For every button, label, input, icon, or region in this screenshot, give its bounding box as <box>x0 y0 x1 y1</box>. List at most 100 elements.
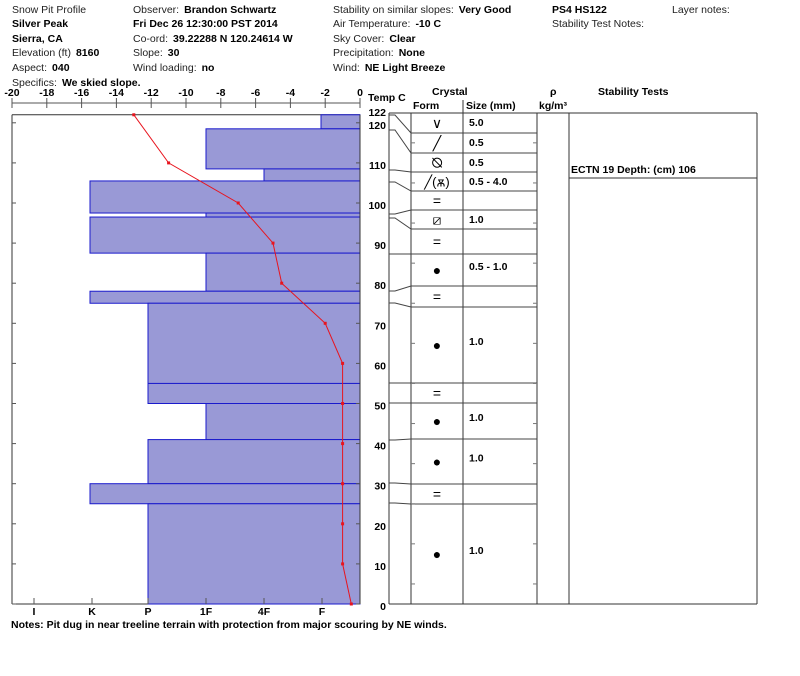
temperature-point <box>341 482 345 486</box>
temperature-point <box>167 161 171 165</box>
crystal-form-symbol: = <box>433 486 441 502</box>
precip: None <box>398 47 425 59</box>
hardness-bar-F <box>320 114 361 130</box>
crystal-form-symbol: ● <box>433 262 441 278</box>
temp-tick-label: -20 <box>4 87 19 99</box>
crystal-size: 0.5 - 4.0 <box>469 176 508 188</box>
observer-label: Observer: <box>133 4 180 16</box>
size-header: Size (mm) <box>466 100 516 112</box>
crystal-size: 0.5 - 1.0 <box>469 261 508 273</box>
crystal-form-symbol: = <box>433 193 441 209</box>
crystal-form-symbol: ∨ <box>432 115 442 131</box>
hardness-bar-P <box>147 439 361 485</box>
layer-boundary-line <box>389 302 537 308</box>
layer-notes-label: Layer notes: <box>672 4 730 16</box>
crystal-form-symbol: ● <box>433 413 441 429</box>
specifics: We skied slope. <box>61 77 141 89</box>
temp-tick-label: -14 <box>109 87 124 99</box>
crystal-size: 1.0 <box>469 214 484 226</box>
layer-boundary-line <box>389 169 537 173</box>
layer-boundary-line <box>389 181 537 192</box>
temp-tick-label: -10 <box>178 87 193 99</box>
sky-label: Sky Cover: <box>333 33 385 45</box>
pit-summary: PS4 HS122 <box>552 4 607 16</box>
stability-test-result: ECTN 19 Depth: (cm) 106 <box>571 164 696 176</box>
hardness-bar-1F <box>205 128 361 170</box>
coord-label: Co-ord: <box>133 33 169 45</box>
hardness-tick-label: F <box>319 606 326 618</box>
hardness-tick-label: 4F <box>258 606 271 618</box>
hardness-tick-label: I <box>33 606 36 618</box>
temperature-point <box>341 361 345 365</box>
hardness-bar-1F <box>205 252 361 292</box>
hardness-tick-label: K <box>88 606 96 618</box>
hardness-bar-K <box>89 216 361 254</box>
layer-boundary-line <box>389 482 537 485</box>
notes: Notes: Pit dug in near treeline terrain … <box>11 619 447 631</box>
crystal-form-symbol: = <box>433 234 441 250</box>
height-tick-label: 100 <box>368 200 386 212</box>
temperature-point <box>341 522 345 526</box>
air-temp: -10 C <box>415 18 442 30</box>
specifics-label: Specifics: <box>12 77 57 89</box>
temperature-point <box>341 402 345 405</box>
crystal-form-symbol: = <box>433 385 441 401</box>
temp-tick-label: -8 <box>216 87 225 99</box>
hardness-bar-P <box>147 302 361 384</box>
crystal-size: 0.5 <box>469 157 484 169</box>
height-tick-label: 110 <box>369 160 386 172</box>
crystal-form-symbol: ⦰ <box>431 155 442 171</box>
temperature-point <box>349 602 353 606</box>
coord: 39.22288 N 120.24614 W <box>173 33 293 45</box>
stability-label: Stability on similar slopes: <box>333 4 454 16</box>
crystal-form-symbol: ● <box>433 546 441 562</box>
height-tick-label: 80 <box>374 280 386 292</box>
temperature-point <box>132 113 136 117</box>
observer: Brandon Schwartz <box>184 4 277 16</box>
layer-boundary-line <box>389 285 537 292</box>
crystal-size: 0.5 <box>469 137 484 149</box>
temperature-point <box>271 241 275 245</box>
hardness-bar-K <box>89 180 361 214</box>
stability-tests-header: Stability Tests <box>598 86 669 98</box>
crystal-header: Crystal <box>432 86 468 98</box>
air-temp-label: Air Temperature: <box>333 18 411 30</box>
elevation: 8160 <box>75 47 100 59</box>
crystal-form-symbol: ╱ <box>432 135 443 152</box>
datetime: Fri Dec 26 12:30:00 PST 2014 <box>133 18 278 30</box>
crystal-size: 1.0 <box>469 336 484 348</box>
crystal-form-symbol: ● <box>433 454 441 470</box>
crystal-form-symbol: ● <box>433 337 441 353</box>
sky: Clear <box>389 33 416 45</box>
hardness-bar-K <box>89 290 361 304</box>
hardness-bar-P <box>147 503 361 605</box>
aspect: 040 <box>52 62 70 74</box>
temp-tick-label: -18 <box>39 87 54 99</box>
aspect-label: Aspect: <box>12 62 48 74</box>
layer-boundary-line <box>389 438 537 441</box>
region: Sierra, CA <box>12 33 63 45</box>
density-header: kg/m³ <box>539 100 568 112</box>
crystal-form-symbol: ╱(ѫ) <box>423 174 449 191</box>
temp-tick-label: -16 <box>74 87 89 99</box>
hardness-bar-1F <box>205 212 361 218</box>
crystal-size: 5.0 <box>469 117 484 129</box>
temperature-point <box>280 281 284 285</box>
temp-tick-label: -6 <box>251 87 260 99</box>
hardness-bar-P <box>147 382 361 405</box>
wind: NE Light Breeze <box>364 62 446 74</box>
hardness-bar-4F <box>263 168 361 182</box>
crystal-size: 1.0 <box>469 453 484 465</box>
slope-label: Slope: <box>133 47 163 59</box>
height-tick-label: 20 <box>374 521 386 533</box>
temp-tick-label: -2 <box>321 87 330 99</box>
wind-loading-label: Wind loading: <box>133 62 197 74</box>
crystal-form-symbol: ⧄ <box>433 212 442 228</box>
temp-axis-title: Temp C <box>368 92 406 104</box>
temperature-point <box>323 321 327 325</box>
title: Snow Pit Profile <box>12 4 87 16</box>
hardness-tick-label: 1F <box>200 606 213 618</box>
temperature-point <box>341 562 345 566</box>
crystal-form-symbol: = <box>433 289 441 305</box>
